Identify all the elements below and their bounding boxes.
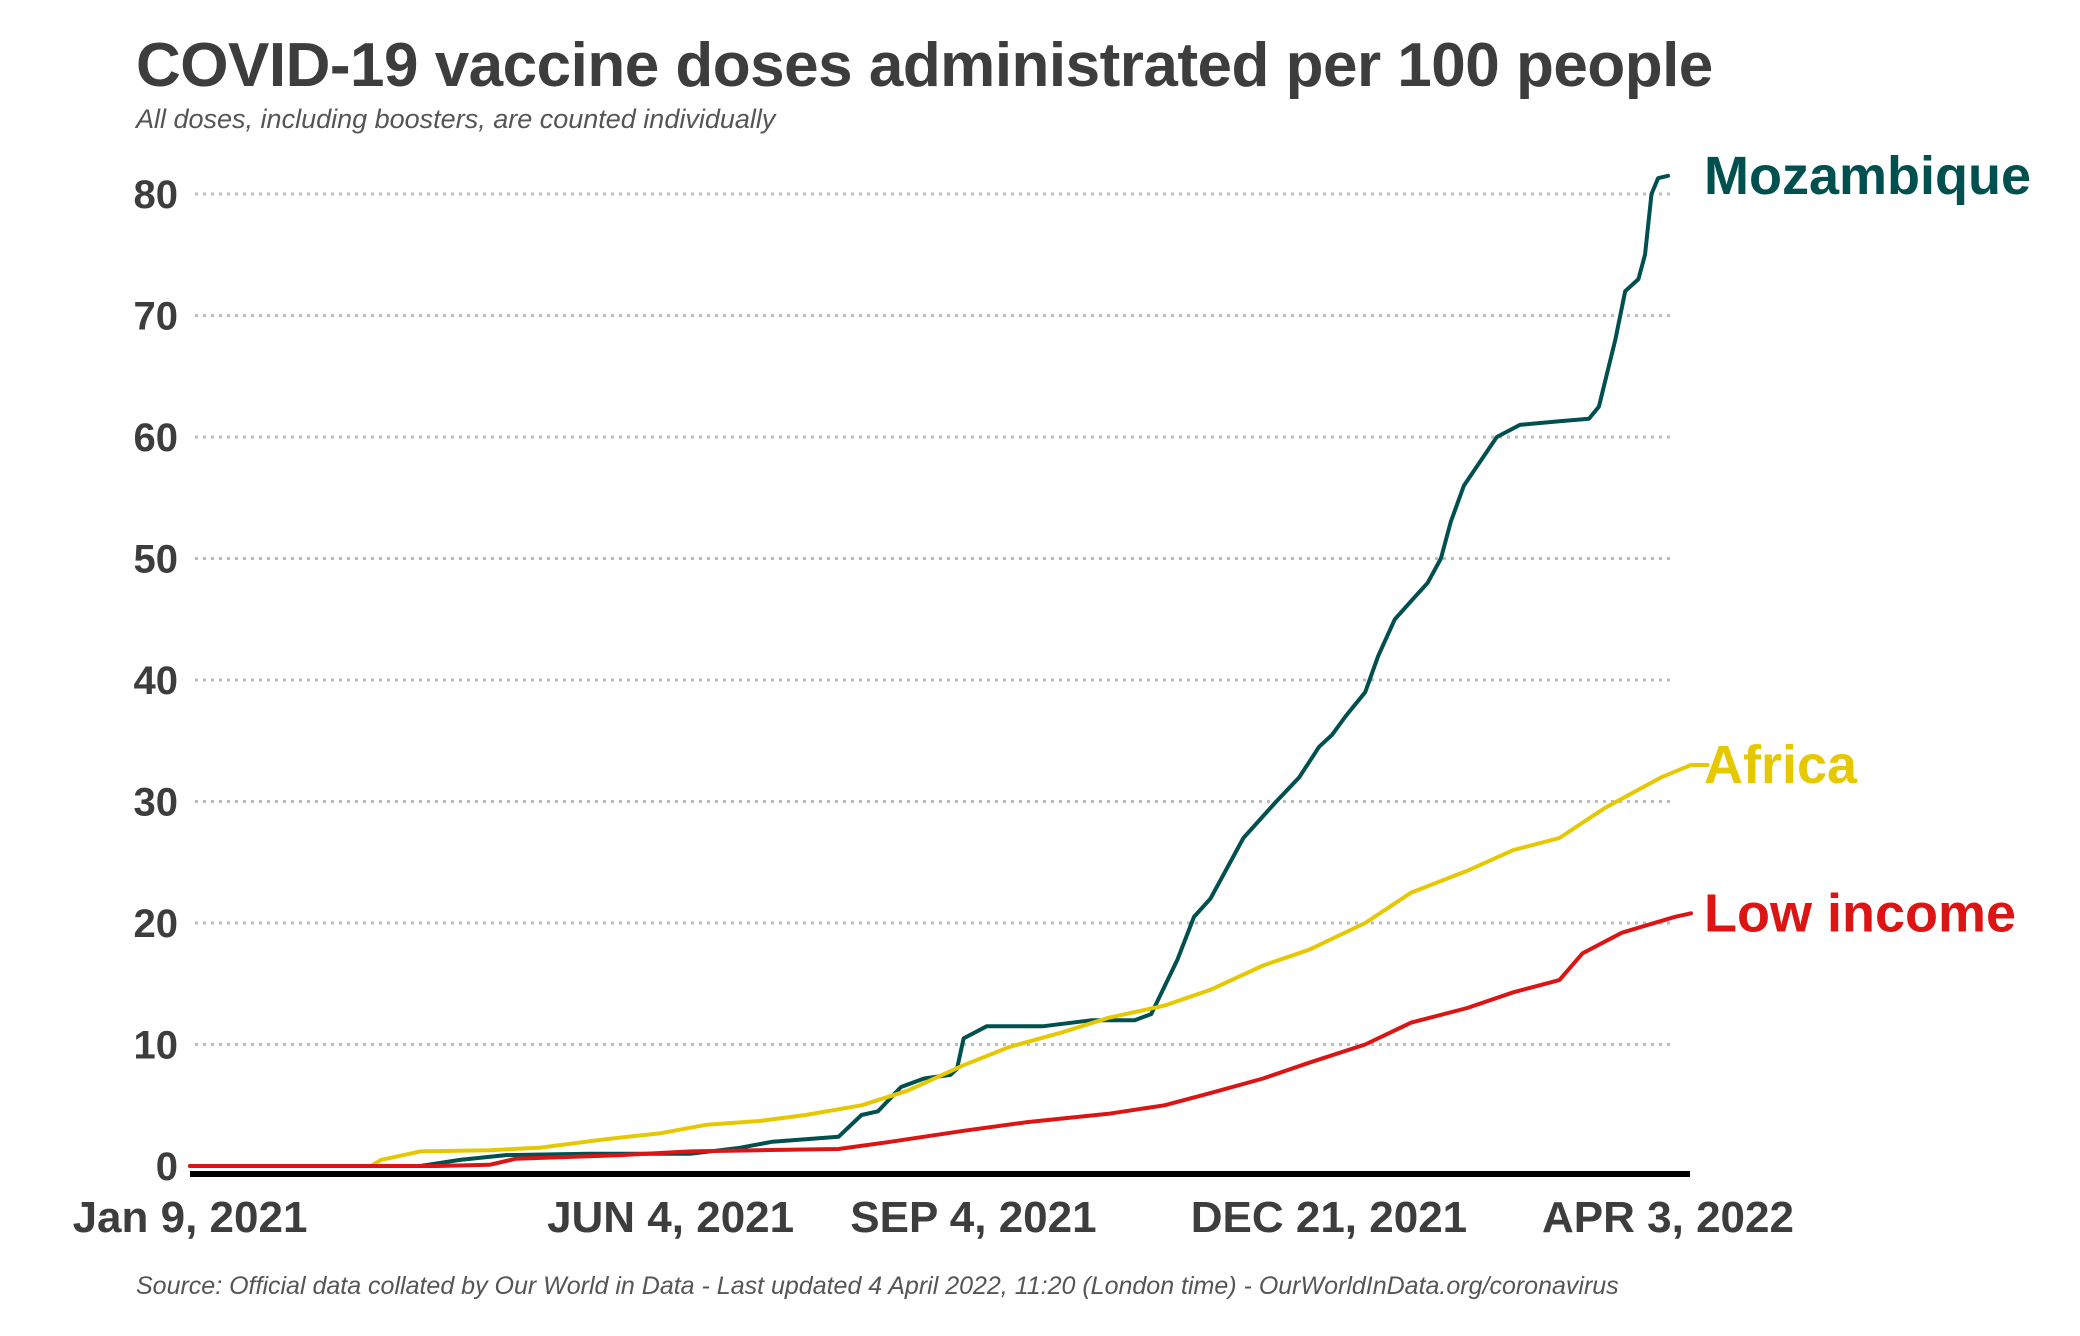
series-label-low-income: Low income	[1704, 883, 2016, 943]
x-tick-label: Jan 9, 2021	[73, 1193, 308, 1242]
series-label-africa: Africa	[1704, 735, 1858, 795]
y-axis-labels: 0 10 20 30 40 50 60 70 80	[134, 173, 179, 1189]
source-note: Source: Official data collated by Our Wo…	[136, 1272, 1619, 1300]
series-label-mozambique: Mozambique	[1704, 146, 2031, 206]
y-tick-label: 10	[134, 1024, 179, 1068]
y-tick-label: 50	[134, 538, 179, 582]
y-tick-label: 20	[134, 902, 179, 946]
y-tick-label: 60	[134, 416, 179, 460]
grid-lines	[195, 192, 1672, 1046]
x-tick-label: DEC 21, 2021	[1191, 1193, 1467, 1242]
y-tick-label: 0	[156, 1145, 178, 1189]
x-axis-labels: Jan 9, 2021 JUN 4, 2021 SEP 4, 2021 DEC 21,…	[73, 1193, 1794, 1242]
y-tick-label: 80	[134, 173, 179, 217]
series-labels: Mozambique Africa Low income	[1704, 146, 2031, 944]
series-lines	[188, 173, 1710, 1168]
x-tick-label: APR 3, 2022	[1542, 1193, 1794, 1242]
y-tick-label: 30	[134, 781, 179, 825]
x-tick-label: SEP 4, 2021	[850, 1193, 1096, 1242]
x-tick-label: JUN 4, 2021	[547, 1193, 794, 1242]
y-tick-label: 70	[134, 295, 179, 339]
series-line-mozambique	[188, 173, 1670, 1168]
y-tick-label: 40	[134, 659, 179, 703]
series-line-africa	[188, 763, 1710, 1168]
series-line-low-income	[188, 911, 1693, 1168]
chart-title: COVID-19 vaccine doses administrated per…	[136, 31, 1713, 100]
chart-subtitle: All doses, including boosters, are count…	[136, 104, 776, 134]
